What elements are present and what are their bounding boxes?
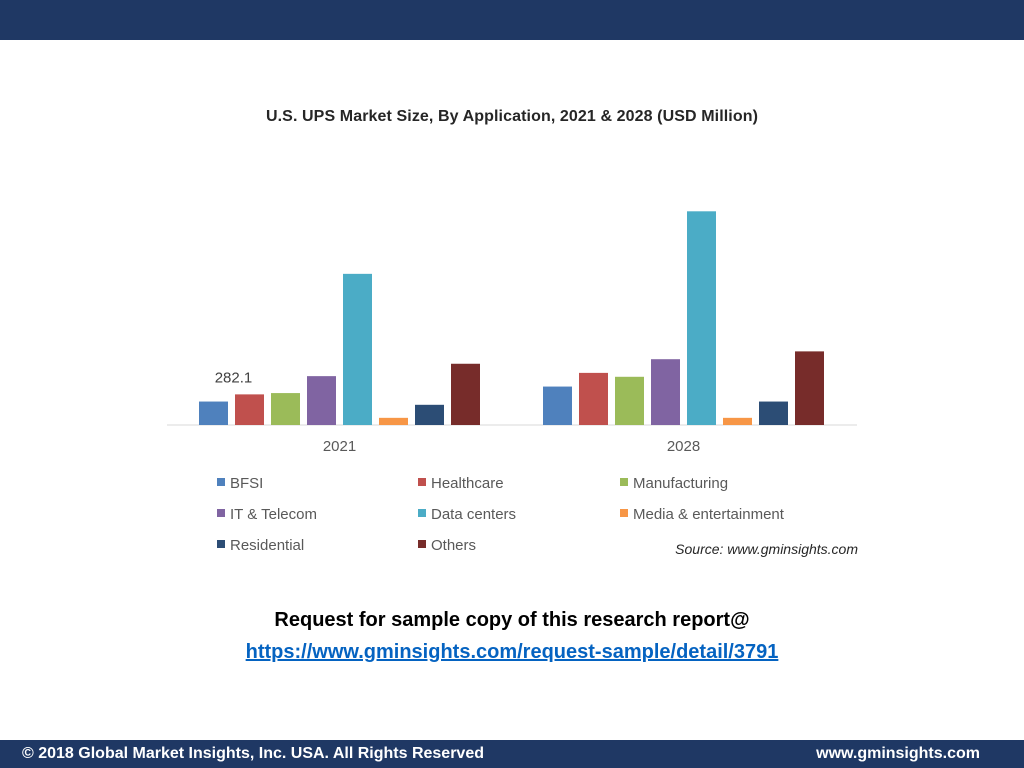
legend-label-media-entertainment: Media & entertainment xyxy=(633,506,785,523)
bar-chart: 2021 2028 282.1 BFSI Healthcare Manufacturing… xyxy=(167,211,858,557)
legend-swatch-data-centers xyxy=(418,509,426,517)
top-banner xyxy=(0,0,1024,40)
legend-label-manufacturing: Manufacturing xyxy=(633,475,728,492)
bar-media-entertainment-2028 xyxy=(723,417,752,425)
bar-media-entertainment-2021 xyxy=(379,417,408,425)
bar-manufacturing-2028 xyxy=(615,376,644,425)
legend-swatch-it-telecom xyxy=(217,509,225,517)
legend-label-others: Others xyxy=(431,537,476,554)
bar-others-2028 xyxy=(795,351,824,425)
bar-bfsi-2021 xyxy=(199,401,228,425)
legend-label-it-telecom: IT & Telecom xyxy=(230,506,317,523)
data-label: 282.1 xyxy=(215,369,253,386)
legend-swatch-residential xyxy=(217,540,225,548)
x-tick-label-2021: 2021 xyxy=(323,438,356,455)
request-sample-link[interactable]: https://www.gminsights.com/request-sampl… xyxy=(245,641,779,663)
footer-bar: © 2018 Global Market Insights, Inc. USA.… xyxy=(0,740,1024,768)
legend-swatch-manufacturing xyxy=(620,478,628,486)
bar-healthcare-2028 xyxy=(579,372,608,425)
legend-swatch-healthcare xyxy=(418,478,426,486)
legend-swatch-media-entertainment xyxy=(620,509,628,517)
bar-data-centers-2028 xyxy=(687,211,716,425)
request-sample-text: Request for sample copy of this research… xyxy=(274,609,750,631)
request-sample-link-wrapper: https://www.gminsights.com/request-sampl… xyxy=(0,641,1024,664)
bar-healthcare-2021 xyxy=(235,394,264,425)
bar-bfsi-2028 xyxy=(543,386,572,425)
website-text: www.gminsights.com xyxy=(816,745,980,762)
bar-it-telecom-2028 xyxy=(651,359,680,425)
legend-swatch-bfsi xyxy=(217,478,225,486)
legend-label-residential: Residential xyxy=(230,537,304,554)
legend-swatch-others xyxy=(418,540,426,548)
bar-data-centers-2021 xyxy=(343,273,372,425)
legend-label-healthcare: Healthcare xyxy=(431,475,504,492)
bar-others-2021 xyxy=(451,363,480,425)
copyright-text: © 2018 Global Market Insights, Inc. USA.… xyxy=(22,745,484,762)
bar-manufacturing-2021 xyxy=(271,393,300,425)
legend-label-bfsi: BFSI xyxy=(230,475,263,492)
x-tick-label-2028: 2028 xyxy=(667,438,700,455)
bar-residential-2028 xyxy=(759,401,788,425)
legend-label-data-centers: Data centers xyxy=(431,506,516,523)
source-note: Source: www.gminsights.com xyxy=(675,541,858,557)
bar-it-telecom-2021 xyxy=(307,376,336,425)
chart-title: U.S. UPS Market Size, By Application, 20… xyxy=(265,108,759,125)
bar-residential-2021 xyxy=(415,404,444,425)
